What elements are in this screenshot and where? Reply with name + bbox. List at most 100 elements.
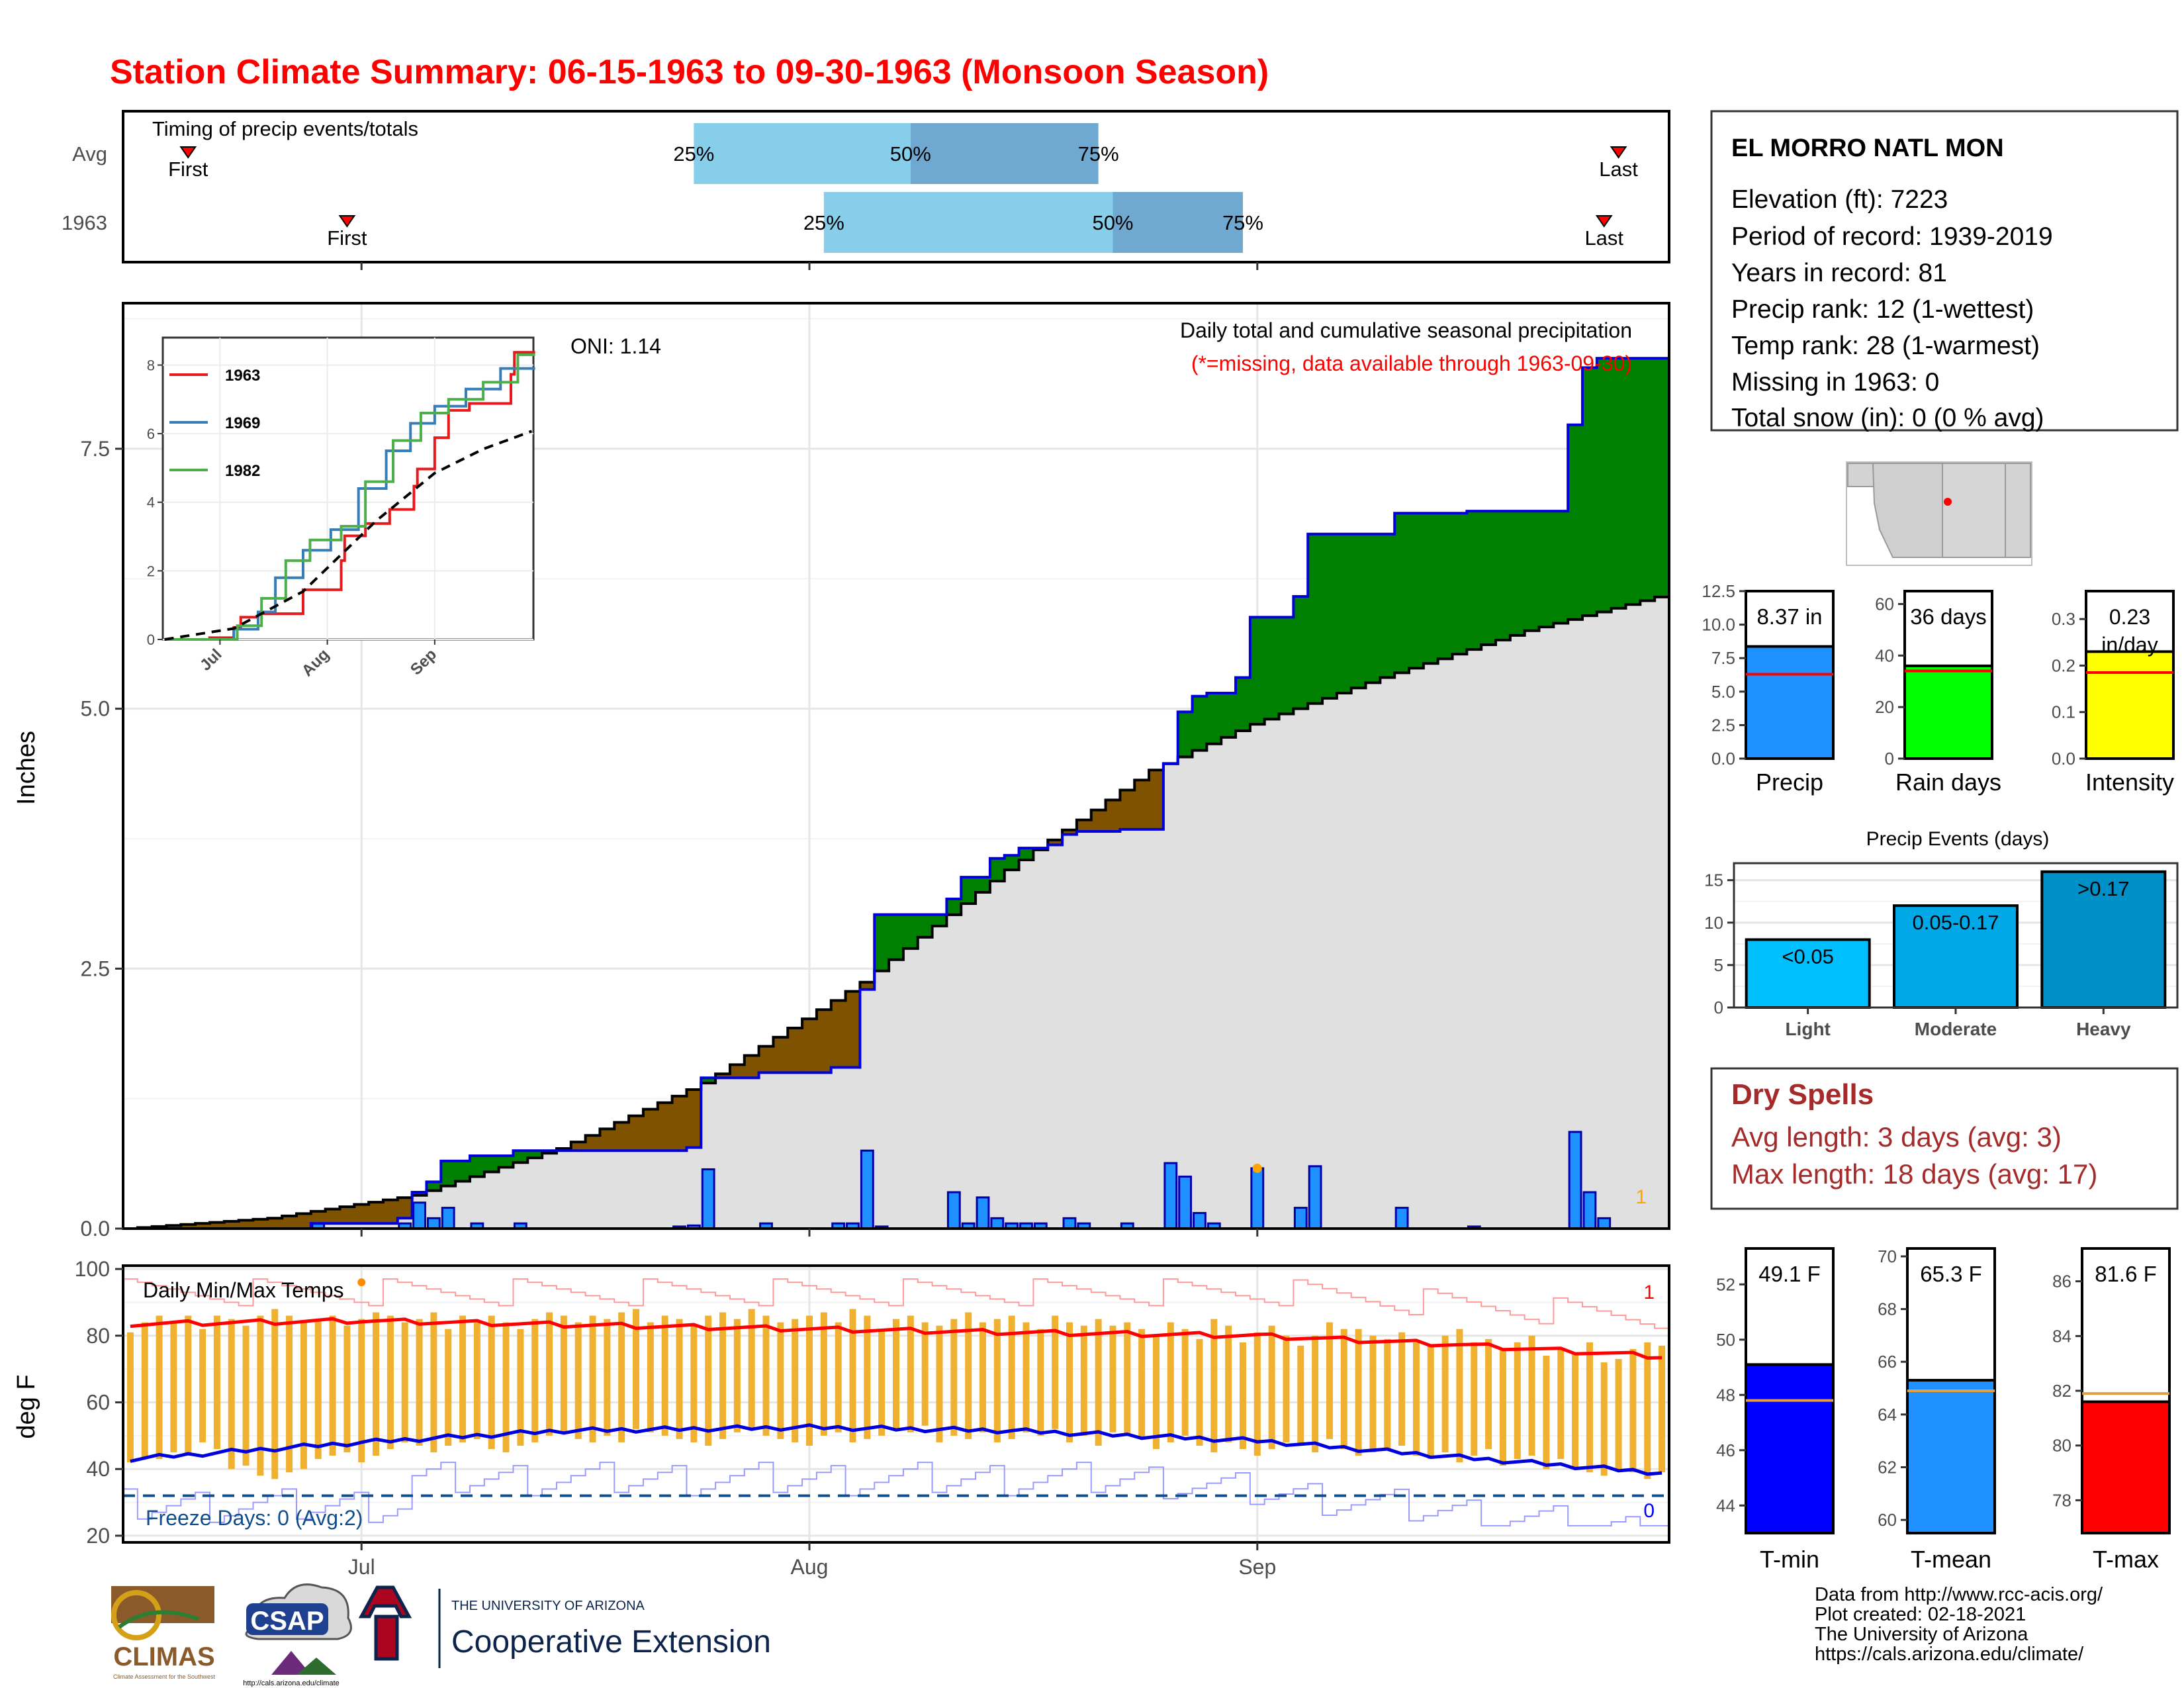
cumulative-fill-segment xyxy=(989,881,1005,1229)
stat-panel-y-tick-label: 0.2 xyxy=(2052,655,2075,675)
timing-panel: Timing of precip events/totals Avg 1963 … xyxy=(62,110,1670,270)
daily-temp-bar xyxy=(314,1319,322,1460)
precip-deficit-segment xyxy=(340,1207,355,1224)
precip-deficit-segment xyxy=(397,1197,413,1219)
stat-panel-value-label: 81.6 F xyxy=(2095,1262,2157,1286)
cumulative-fill-segment xyxy=(1177,757,1193,1229)
year-cumulative-line xyxy=(123,357,1669,1230)
csap-logo: CSAP http://cals.arizona.edu/climate xyxy=(243,1583,352,1687)
stat-panel-y-tick-label: 48 xyxy=(1716,1385,1735,1405)
temp-x-tick-label: Aug xyxy=(791,1555,829,1579)
precip-surplus-segment xyxy=(1611,358,1627,608)
cumulative-fill-segment xyxy=(600,1150,615,1229)
temp-chart-title: Daily Min/Max Temps xyxy=(143,1278,343,1302)
cumulative-fill-segment xyxy=(1293,708,1308,1229)
cumulative-fill-segment xyxy=(715,1078,731,1229)
precip-surplus-segment xyxy=(1221,693,1236,737)
temp-bottom-count: 0 xyxy=(1643,1500,1655,1522)
precip-deficit-segment xyxy=(209,1222,225,1229)
precip-deficit-segment xyxy=(629,1115,644,1151)
cumulative-fill-segment xyxy=(946,914,962,1229)
daily-temp-bar xyxy=(1210,1319,1218,1453)
station-missing: Missing in 1963: 0 xyxy=(1731,368,1939,397)
daily-temp-bar xyxy=(604,1319,611,1436)
daily-temp-bar xyxy=(170,1322,177,1453)
cumulative-fill-segment xyxy=(758,1072,774,1229)
cumulative-fill-segment xyxy=(1655,596,1670,1229)
stat-panel-bar-t-min xyxy=(1745,1363,1835,1535)
daily-temp-bar xyxy=(401,1322,408,1442)
daily-precip-bar xyxy=(412,1201,426,1230)
daily-precip-bar xyxy=(990,1217,1005,1230)
precip-events-y-tick-label: 0 xyxy=(1714,998,1723,1017)
stat-panel-y-tick-label: 84 xyxy=(2052,1326,2071,1346)
precip-deficit-segment xyxy=(831,1000,846,1068)
stat-panel-y-tick-label: 68 xyxy=(1878,1299,1897,1319)
daily-temp-bar xyxy=(141,1322,148,1460)
precip-deficit-segment xyxy=(614,1122,629,1151)
cumulative-fill-segment xyxy=(744,1078,760,1229)
precip-events-category-label: Heavy xyxy=(2076,1019,2131,1039)
stat-panel-category-label: Precip xyxy=(1756,769,1823,796)
stat-panel-y-tick-label: 0 xyxy=(1885,749,1894,769)
cumulative-fill-segment xyxy=(340,1223,355,1229)
precip-surplus-segment xyxy=(932,914,948,926)
cumulative-fill-segment xyxy=(1467,649,1482,1229)
stat-panel-bar-rain-days xyxy=(1903,664,1993,761)
cumulative-fill-segment xyxy=(1380,677,1395,1229)
precip-events-category-label: Light xyxy=(1785,1019,1830,1039)
cumulative-fill-segment xyxy=(1091,831,1107,1229)
daily-temp-bar xyxy=(1095,1319,1102,1446)
precip-surplus-segment xyxy=(469,1156,485,1177)
cumulative-fill-segment xyxy=(1596,612,1612,1229)
stat-panel-y-tick-label: 62 xyxy=(1878,1457,1897,1477)
stat-panel-y-tick-label: 12.5 xyxy=(1702,581,1735,601)
precip-deficit-segment xyxy=(1149,770,1164,829)
stat-panel-y-tick-label: 80 xyxy=(2052,1436,2071,1456)
precip-deficit-segment xyxy=(860,982,875,990)
daily-temp-bar xyxy=(762,1315,770,1436)
daily-temp-bar xyxy=(1355,1329,1362,1456)
daily-temp-bar xyxy=(589,1315,596,1442)
stat-panel-y-tick-label: 52 xyxy=(1716,1274,1735,1294)
cumulative-fill-segment xyxy=(1279,714,1294,1229)
precip-surplus-segment xyxy=(1177,712,1193,757)
daily-temp-bar xyxy=(185,1315,192,1456)
precip-surplus-segment xyxy=(1351,534,1367,688)
temp-y-tick-label: 20 xyxy=(86,1524,110,1548)
daily-temp-bar xyxy=(792,1319,799,1442)
daily-temp-bar xyxy=(777,1322,784,1439)
cumulative-fill-segment xyxy=(788,1072,803,1229)
cumulative-fill-segment xyxy=(484,1172,500,1229)
temp-x-axis: Jul Aug Sep xyxy=(348,1542,1276,1579)
timing-marks: 25% 50% 75% First Last 25% 50% 75% First Last xyxy=(168,123,1638,270)
precip-surplus-segment xyxy=(1467,511,1482,650)
temp-chart: 20 40 60 80 100 deg F Daily Min/Max Temps Fr… xyxy=(13,1257,1670,1579)
precip-surplus-segment xyxy=(1553,511,1569,624)
daily-temp-bar xyxy=(1196,1338,1203,1446)
stat-panel-y-tick-label: 10.0 xyxy=(1702,615,1735,635)
cumulative-fill-segment xyxy=(1019,859,1034,1229)
locator-map xyxy=(1846,461,2032,566)
cumulative-fill-segment xyxy=(498,1167,514,1229)
daily-temp-bar xyxy=(1225,1325,1232,1442)
stat-panel-y-tick-label: 2.5 xyxy=(1711,715,1735,735)
precip-surplus-segment xyxy=(1452,513,1467,655)
cumulative-fill-segment xyxy=(556,1150,572,1229)
inset-gridlines xyxy=(163,338,533,640)
daily-temp-bar xyxy=(1268,1325,1275,1449)
daily-temp-bar xyxy=(1528,1335,1535,1456)
climas-wordmark: CLIMAS xyxy=(113,1642,214,1671)
daily-temp-bar xyxy=(546,1312,553,1436)
cumulative-fill-segment xyxy=(469,1176,485,1229)
precip-surplus-segment xyxy=(917,914,933,937)
precip-events-bar-label: <0.05 xyxy=(1782,945,1833,968)
cumulative-fill-segment xyxy=(1351,688,1367,1229)
precip-surplus-segment xyxy=(1625,358,1641,605)
inset-avg-line xyxy=(164,430,533,641)
daily-temp-bar xyxy=(242,1325,250,1466)
precip-deficit-segment xyxy=(1076,820,1092,831)
inset-marks: 1963 1969 1982 xyxy=(164,351,535,641)
daily-temp-bar xyxy=(1326,1322,1333,1439)
footer-line-1: Data from http://www.rcc-acis.org/ xyxy=(1815,1584,2103,1605)
